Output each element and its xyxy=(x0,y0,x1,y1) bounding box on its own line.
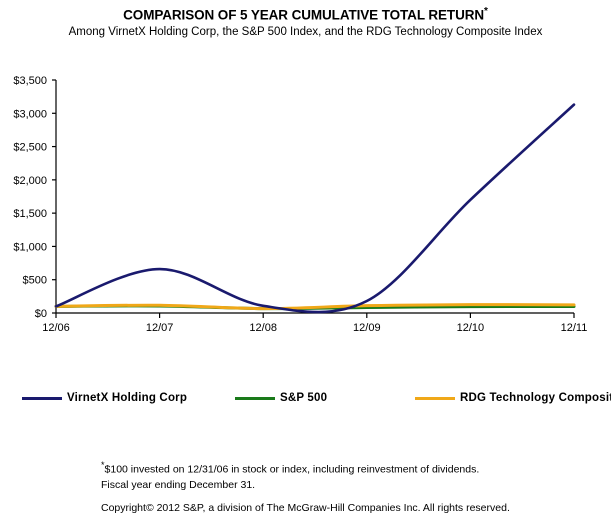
legend-swatch-rdg xyxy=(415,396,455,400)
copyright-notice: Copyright© 2012 S&P, a division of The M… xyxy=(101,502,510,514)
legend-label-sp500: S&P 500 xyxy=(280,392,328,404)
chart-subtitle: Among VirnetX Holding Corp, the S&P 500 … xyxy=(68,26,543,38)
x-axis-tick-label: 12/11 xyxy=(561,322,588,334)
footnote-block: *$100 invested on 12/31/06 in stock or i… xyxy=(101,458,601,493)
legend-label-rdg: RDG Technology Composite xyxy=(460,392,611,404)
legend-item-virnetx[interactable]: VirnetX Holding Corp xyxy=(22,388,187,408)
chart-svg: $0 $500 $1,000 $1,500 $2,000 $2,500 $3,000 $3,5… xyxy=(13,75,587,334)
x-axis-ticks: 12/06 12/07 12/08 12/09 12/10 12/11 xyxy=(42,313,587,334)
chart-title-text: COMPARISON OF 5 YEAR CUMULATIVE TOTAL RE… xyxy=(123,7,485,23)
chart-legend: VirnetX Holding Corp S&P 500 RDG Technol… xyxy=(0,388,611,414)
x-axis-tick-label: 12/10 xyxy=(457,322,485,334)
chart-plot-area: $0 $500 $1,000 $1,500 $2,000 $2,500 $3,000 $3,5… xyxy=(0,60,611,350)
y-axis-tick-label: $1,500 xyxy=(13,208,47,220)
footnote-marker: * xyxy=(101,460,105,470)
y-axis-tick-label: $2,000 xyxy=(13,175,47,187)
x-axis-tick-label: 12/08 xyxy=(249,322,277,334)
chart-series-group xyxy=(54,103,576,314)
x-axis-tick-label: 12/09 xyxy=(353,322,381,334)
footnote-line-1-text: $100 invested on 12/31/06 in stock or in… xyxy=(104,463,480,476)
y-axis-tick-label: $1,000 xyxy=(13,241,47,253)
legend-label-virnetx: VirnetX Holding Corp xyxy=(67,392,188,404)
chart-line-virnetx-holding-corp xyxy=(54,103,576,314)
y-axis-tick-label: $0 xyxy=(35,308,47,320)
y-axis-tick-label: $500 xyxy=(23,275,47,287)
legend-item-sp500[interactable]: S&P 500 xyxy=(235,388,327,408)
x-axis-tick-label: 12/07 xyxy=(146,322,174,334)
y-axis-tick-label: $3,000 xyxy=(13,108,47,120)
chart-line-rdg-technology-composite xyxy=(54,303,576,311)
y-axis-ticks: $0 $500 $1,000 $1,500 $2,000 $2,500 $3,000 $3,5… xyxy=(13,75,56,320)
y-axis-tick-label: $3,500 xyxy=(13,75,47,87)
chart-title-footnote-marker: * xyxy=(484,6,488,17)
footnote-line-1: *$100 invested on 12/31/06 in stock or i… xyxy=(101,458,601,478)
legend-item-rdg[interactable]: RDG Technology Composite xyxy=(415,388,611,408)
legend-swatch-virnetx xyxy=(22,396,62,400)
y-axis-tick-label: $2,500 xyxy=(13,142,47,154)
chart-title: COMPARISON OF 5 YEAR CUMULATIVE TOTAL RE… xyxy=(0,6,611,23)
footnote-line-2: Fiscal year ending December 31. xyxy=(101,478,256,491)
legend-swatch-sp500 xyxy=(235,396,275,400)
x-axis-tick-label: 12/06 xyxy=(42,322,70,334)
